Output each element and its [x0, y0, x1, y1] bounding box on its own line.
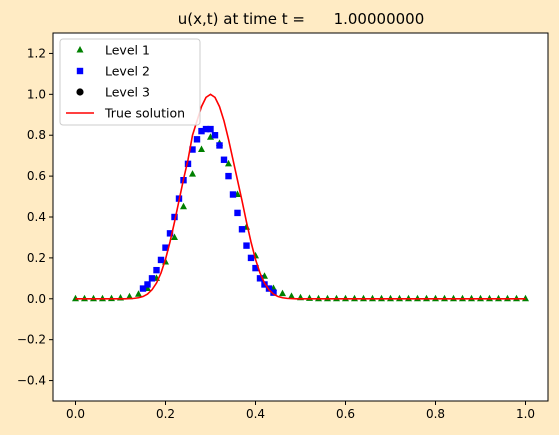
data-point	[189, 146, 196, 153]
y-tick-label: 0.4	[27, 210, 46, 224]
data-point	[162, 244, 169, 251]
legend-item: True solution	[66, 106, 185, 121]
data-point	[153, 266, 160, 274]
legend-marker-swatch	[76, 88, 84, 96]
data-point	[234, 209, 241, 217]
data-point	[247, 254, 255, 262]
legend-label: Level 2	[105, 64, 150, 79]
data-point	[225, 159, 232, 167]
data-point	[216, 142, 223, 149]
data-point	[229, 191, 237, 198]
chart-title: u(x,t) at time t = 1.00000000	[178, 10, 425, 28]
legend-marker-swatch	[76, 67, 84, 75]
legend-marker-swatch	[76, 46, 84, 53]
x-tick-label: 0.2	[156, 407, 175, 421]
data-point	[157, 256, 165, 264]
data-point	[238, 226, 246, 233]
data-point	[184, 160, 192, 168]
data-point	[198, 127, 205, 135]
data-point	[243, 242, 250, 249]
legend-label: Level 1	[105, 43, 150, 58]
data-point	[207, 125, 214, 133]
y-tick-label: 1.2	[27, 46, 46, 60]
legend-item: Level 3	[76, 85, 150, 100]
y-tick-label: 0.2	[27, 251, 46, 265]
data-point	[171, 213, 178, 221]
data-point	[270, 289, 277, 296]
y-tick-label: −0.2	[17, 333, 46, 347]
x-tick-label: 0.0	[66, 407, 85, 421]
y-tick-label: 0.6	[27, 169, 46, 183]
data-point	[225, 172, 232, 180]
data-point	[256, 275, 264, 282]
data-point	[126, 292, 133, 300]
data-point	[279, 289, 286, 297]
legend-item: Level 1	[76, 43, 150, 58]
data-point	[193, 136, 201, 143]
data-point	[189, 170, 196, 177]
true-solution-line	[75, 93, 526, 300]
data-point	[144, 281, 151, 288]
x-tick-label: 1.0	[516, 407, 535, 421]
data-point	[202, 125, 210, 133]
legend-label: Level 3	[105, 85, 150, 100]
data-point	[171, 233, 178, 240]
data-point	[288, 292, 295, 299]
y-tick-label: 0.0	[27, 292, 46, 306]
y-tick-label: −0.4	[17, 374, 46, 388]
data-point	[211, 132, 219, 139]
series-true-solution	[75, 93, 526, 300]
x-tick-label: 0.6	[336, 407, 355, 421]
data-point	[166, 230, 174, 237]
data-point	[220, 156, 228, 163]
data-layer	[72, 93, 529, 302]
y-tick-label: 0.8	[27, 128, 46, 142]
data-point	[135, 290, 142, 297]
data-point	[198, 145, 205, 153]
x-tick-label: 0.4	[246, 407, 265, 421]
data-point	[252, 264, 259, 272]
y-tick-label: 1.0	[27, 87, 46, 101]
legend-item: Level 2	[76, 64, 150, 79]
axis-layer: 0.0 0.2 0.4 0.6 0.8 1.0 −0.4 −0.2 0.0 0.2 0.4 0.6 0.…	[17, 46, 535, 421]
data-point	[180, 202, 187, 210]
legend: Level 1 Level 2 Level 3 True solution	[59, 38, 201, 126]
data-point	[148, 275, 156, 282]
legend-label: True solution	[104, 106, 185, 121]
data-point	[139, 285, 147, 292]
x-tick-label: 0.8	[426, 407, 445, 421]
legend-box	[59, 38, 201, 126]
